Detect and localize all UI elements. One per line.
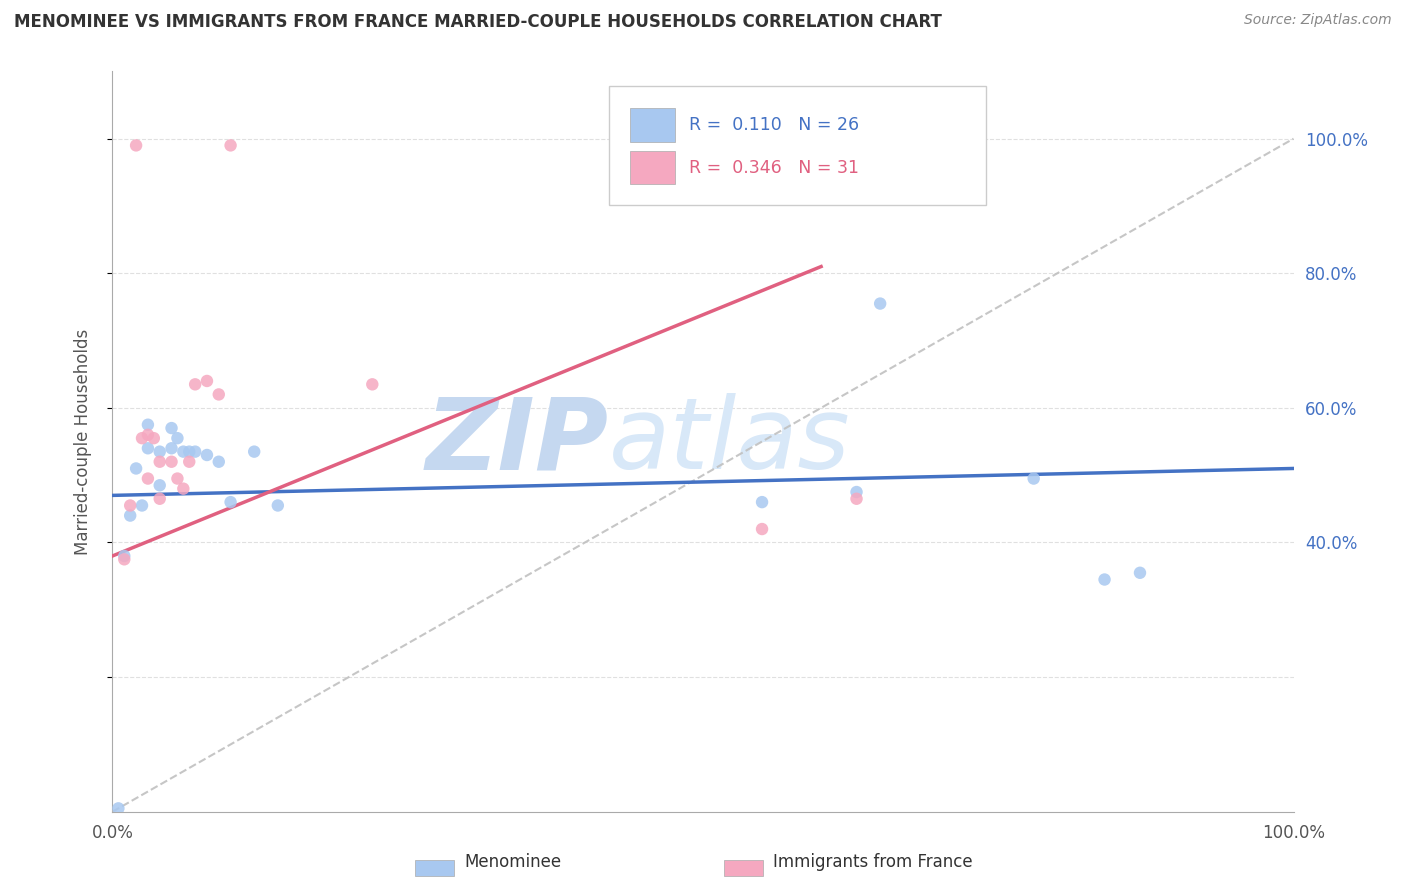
Point	[219, 495, 242, 509]
Point	[160, 442, 183, 456]
Point	[1129, 566, 1152, 580]
FancyBboxPatch shape	[609, 87, 987, 204]
Point	[112, 549, 135, 563]
Point	[869, 296, 891, 310]
Point	[751, 495, 773, 509]
Text: Source: ZipAtlas.com: Source: ZipAtlas.com	[1244, 13, 1392, 28]
Point	[136, 417, 159, 432]
Point	[136, 471, 159, 485]
Point	[361, 377, 384, 392]
Point	[131, 499, 153, 513]
Point	[149, 444, 172, 458]
Point	[751, 522, 773, 536]
Point	[184, 377, 207, 392]
Point	[125, 461, 148, 475]
FancyBboxPatch shape	[630, 109, 675, 142]
Point	[160, 455, 183, 469]
Point	[195, 374, 218, 388]
Point	[112, 552, 135, 566]
Point	[136, 427, 159, 442]
Point	[179, 455, 201, 469]
Point	[172, 444, 194, 458]
Point	[1022, 471, 1045, 485]
Text: Immigrants from France: Immigrants from France	[773, 853, 973, 871]
Point	[184, 444, 207, 458]
Point	[160, 421, 183, 435]
Point	[149, 478, 172, 492]
Point	[131, 431, 153, 445]
Point	[179, 444, 201, 458]
Point	[149, 491, 172, 506]
Y-axis label: Married-couple Households: Married-couple Households	[73, 328, 91, 555]
Point	[1094, 573, 1116, 587]
Point	[845, 491, 868, 506]
Point	[166, 431, 188, 445]
Point	[208, 387, 231, 401]
Point	[120, 499, 142, 513]
Point	[243, 444, 266, 458]
Text: MENOMINEE VS IMMIGRANTS FROM FRANCE MARRIED-COUPLE HOUSEHOLDS CORRELATION CHART: MENOMINEE VS IMMIGRANTS FROM FRANCE MARR…	[14, 13, 942, 31]
Point	[166, 471, 188, 485]
Point	[195, 448, 218, 462]
Text: Menominee: Menominee	[464, 853, 561, 871]
Point	[172, 482, 194, 496]
Point	[120, 508, 142, 523]
Point	[219, 138, 242, 153]
Text: R =  0.346   N = 31: R = 0.346 N = 31	[689, 159, 859, 177]
Point	[107, 801, 129, 815]
Text: ZIP: ZIP	[426, 393, 609, 490]
Point	[125, 138, 148, 153]
Point	[845, 485, 868, 500]
Text: atlas: atlas	[609, 393, 851, 490]
Point	[136, 442, 159, 456]
Text: R =  0.110   N = 26: R = 0.110 N = 26	[689, 117, 859, 135]
Point	[149, 455, 172, 469]
Point	[267, 499, 290, 513]
FancyBboxPatch shape	[630, 151, 675, 184]
Point	[142, 431, 165, 445]
Point	[208, 455, 231, 469]
